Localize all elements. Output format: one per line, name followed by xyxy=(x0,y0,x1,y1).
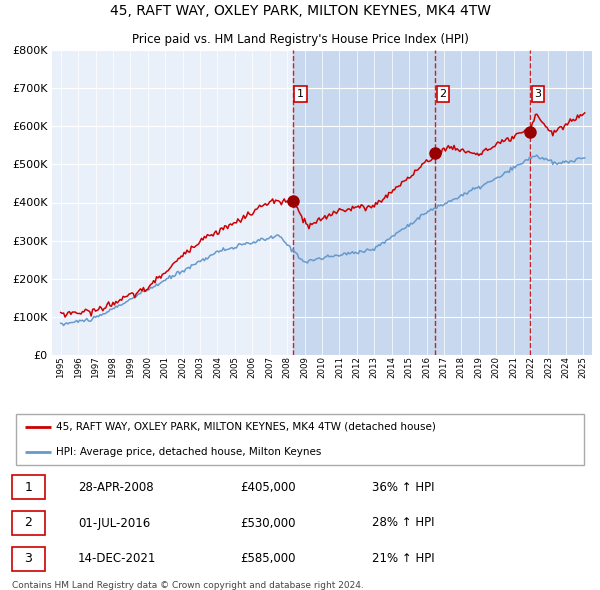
Text: 01-JUL-2016: 01-JUL-2016 xyxy=(78,516,150,529)
Text: 2019: 2019 xyxy=(474,356,483,378)
Text: 2022: 2022 xyxy=(527,356,536,378)
Text: 2016: 2016 xyxy=(422,356,431,378)
Text: 2011: 2011 xyxy=(335,356,344,378)
Text: 2003: 2003 xyxy=(196,356,205,378)
Text: 2006: 2006 xyxy=(248,356,257,378)
Text: 1: 1 xyxy=(297,89,304,99)
Text: 1995: 1995 xyxy=(56,356,65,378)
Text: 2008: 2008 xyxy=(283,356,292,378)
Text: 2007: 2007 xyxy=(265,356,274,378)
Text: £530,000: £530,000 xyxy=(240,516,296,529)
Text: 2: 2 xyxy=(440,89,447,99)
Text: £585,000: £585,000 xyxy=(240,552,296,565)
Text: 2025: 2025 xyxy=(579,356,588,378)
Text: £405,000: £405,000 xyxy=(240,481,296,494)
Text: 3: 3 xyxy=(535,89,542,99)
Text: 2023: 2023 xyxy=(544,356,553,378)
Text: 14-DEC-2021: 14-DEC-2021 xyxy=(78,552,157,565)
Text: 2010: 2010 xyxy=(317,356,326,378)
Text: 2001: 2001 xyxy=(161,356,170,378)
Text: 2020: 2020 xyxy=(491,356,500,378)
Text: 2012: 2012 xyxy=(352,356,361,378)
Text: 45, RAFT WAY, OXLEY PARK, MILTON KEYNES, MK4 4TW: 45, RAFT WAY, OXLEY PARK, MILTON KEYNES,… xyxy=(110,4,491,18)
FancyBboxPatch shape xyxy=(12,476,45,499)
Text: 1: 1 xyxy=(24,481,32,494)
FancyBboxPatch shape xyxy=(16,414,584,465)
Text: 21% ↑ HPI: 21% ↑ HPI xyxy=(372,552,434,565)
Text: 28-APR-2008: 28-APR-2008 xyxy=(78,481,154,494)
Text: 1998: 1998 xyxy=(109,356,118,378)
Text: 1996: 1996 xyxy=(74,356,83,378)
Text: 2015: 2015 xyxy=(404,356,413,378)
Text: 2024: 2024 xyxy=(562,356,571,378)
Text: 2002: 2002 xyxy=(178,356,187,378)
Bar xyxy=(293,50,592,355)
Text: HPI: Average price, detached house, Milton Keynes: HPI: Average price, detached house, Milt… xyxy=(56,447,322,457)
Text: Contains HM Land Registry data © Crown copyright and database right 2024.: Contains HM Land Registry data © Crown c… xyxy=(12,581,364,590)
Text: Price paid vs. HM Land Registry's House Price Index (HPI): Price paid vs. HM Land Registry's House … xyxy=(131,32,469,45)
Text: 2013: 2013 xyxy=(370,356,379,378)
Text: 2004: 2004 xyxy=(213,356,222,378)
Text: 2: 2 xyxy=(24,516,32,529)
Text: 28% ↑ HPI: 28% ↑ HPI xyxy=(372,516,434,529)
Text: 2017: 2017 xyxy=(439,356,448,378)
Text: 45, RAFT WAY, OXLEY PARK, MILTON KEYNES, MK4 4TW (detached house): 45, RAFT WAY, OXLEY PARK, MILTON KEYNES,… xyxy=(56,422,436,432)
FancyBboxPatch shape xyxy=(12,511,45,535)
Text: 2018: 2018 xyxy=(457,356,466,378)
Text: 3: 3 xyxy=(24,552,32,565)
Text: 2000: 2000 xyxy=(143,356,152,378)
Text: 2014: 2014 xyxy=(387,356,396,378)
Text: 2009: 2009 xyxy=(300,356,309,378)
Text: 2005: 2005 xyxy=(230,356,239,378)
Text: 1999: 1999 xyxy=(126,356,135,378)
Text: 36% ↑ HPI: 36% ↑ HPI xyxy=(372,481,434,494)
Text: 2021: 2021 xyxy=(509,356,518,378)
Text: 1997: 1997 xyxy=(91,356,100,378)
FancyBboxPatch shape xyxy=(12,547,45,571)
